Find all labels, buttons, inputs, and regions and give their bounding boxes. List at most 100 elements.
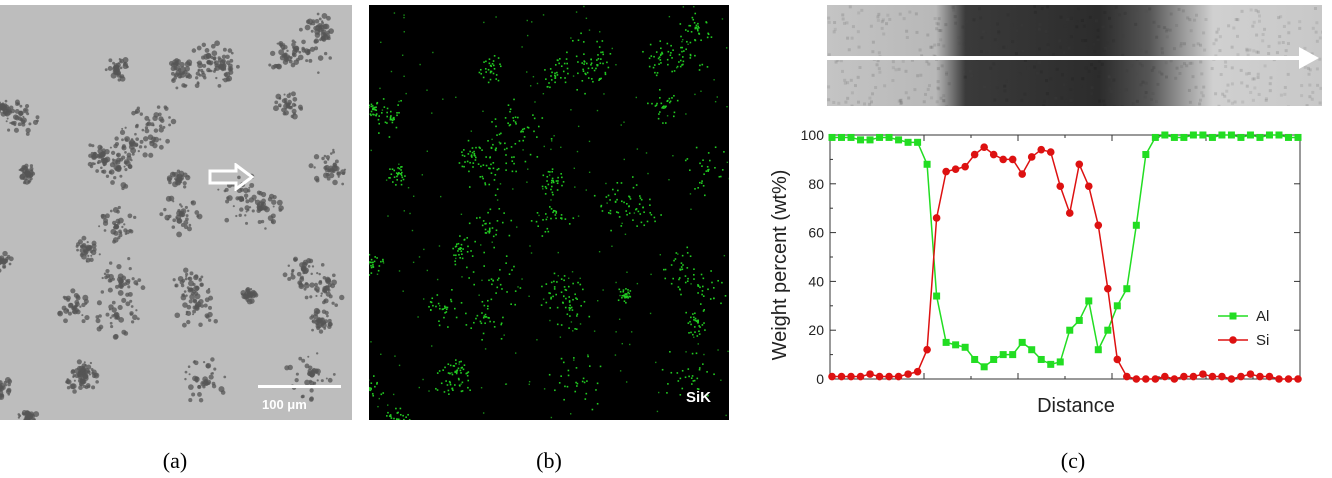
point-al — [923, 160, 931, 168]
point-si — [1075, 160, 1084, 169]
point-al — [1047, 360, 1055, 368]
point-al — [933, 292, 941, 300]
point-al — [1246, 131, 1254, 139]
y-tick-label: 60 — [808, 225, 824, 241]
eds-dots — [369, 5, 729, 420]
point-si — [1056, 182, 1065, 191]
point-al — [1142, 151, 1150, 159]
point-al — [904, 138, 912, 146]
point-al — [999, 351, 1007, 359]
legend-label: Al — [1256, 308, 1269, 325]
series-line-al — [832, 134, 1298, 368]
point-si — [894, 372, 903, 381]
point-si — [904, 370, 912, 378]
point-si — [866, 370, 874, 378]
chart: Weight percent (wt%) Distance 0 20 40 60 80 1… — [760, 120, 1325, 420]
linescan-arrow-icon — [208, 162, 256, 195]
scale-bar-label: 100 μm — [262, 397, 307, 412]
point-al — [866, 136, 874, 144]
point-si — [1275, 375, 1283, 383]
point-si — [1103, 284, 1112, 293]
point-si — [1180, 372, 1188, 381]
point-al — [1170, 133, 1178, 141]
point-al — [1284, 133, 1292, 141]
point-si — [970, 150, 979, 159]
legend-marker — [1229, 336, 1237, 344]
point-al — [1094, 346, 1102, 354]
point-al — [1275, 131, 1283, 139]
weight-percent-chart: Weight percent (wt%) Distance 0 20 40 60 80 1… — [769, 127, 1302, 417]
point-al — [914, 138, 922, 146]
y-tick-label: 0 — [816, 371, 824, 387]
point-si — [1151, 375, 1160, 383]
point-si — [913, 367, 922, 376]
point-al — [1208, 133, 1216, 141]
linescan-strip — [827, 5, 1322, 106]
point-al — [1161, 131, 1169, 139]
point-al — [1028, 346, 1036, 354]
point-al — [1227, 131, 1235, 139]
element-label: SiK — [686, 389, 712, 406]
point-al — [961, 343, 969, 351]
arrow-head-icon — [1299, 47, 1319, 69]
sem-micrograph: 100 μm — [0, 5, 352, 420]
point-si — [1084, 182, 1093, 191]
caption-a: (a) — [162, 448, 188, 473]
point-si — [1170, 375, 1179, 383]
point-al — [980, 363, 988, 371]
point-si — [999, 155, 1007, 164]
sem-texture — [0, 12, 347, 420]
point-si — [1189, 372, 1198, 381]
y-tick-label: 40 — [808, 273, 824, 289]
point-si — [837, 372, 846, 381]
point-al — [971, 355, 979, 363]
particle-clusters — [0, 12, 347, 420]
point-si — [885, 372, 893, 381]
point-al — [942, 338, 950, 346]
point-al — [1018, 338, 1026, 346]
linescan-image — [827, 5, 1322, 106]
caption-c: (c) — [1060, 448, 1086, 473]
si-signal-dots — [369, 5, 729, 420]
legend: Al Si — [1218, 308, 1269, 349]
point-si — [1142, 375, 1150, 383]
point-al — [876, 133, 884, 141]
point-si — [1218, 372, 1226, 381]
point-al — [990, 355, 998, 363]
point-si — [923, 345, 931, 354]
point-si — [1113, 355, 1122, 364]
point-si — [1161, 372, 1169, 381]
point-al — [847, 133, 855, 141]
point-al — [828, 133, 836, 141]
point-si — [1018, 170, 1027, 178]
point-al — [1113, 302, 1121, 310]
point-si — [980, 143, 988, 151]
point-si — [1237, 372, 1245, 381]
point-si — [856, 372, 865, 381]
point-si — [1132, 375, 1141, 383]
point-al — [885, 133, 893, 141]
point-si — [1046, 148, 1055, 156]
point-si — [932, 214, 941, 222]
point-si — [828, 372, 836, 381]
point-al — [895, 136, 903, 144]
point-al — [1075, 316, 1083, 324]
plot-frame — [829, 134, 1301, 380]
point-al — [857, 136, 865, 144]
point-si — [1027, 153, 1036, 161]
point-al — [1132, 221, 1140, 229]
point-si — [1208, 372, 1217, 381]
point-si — [1227, 375, 1236, 383]
x-axis-label: Distance — [1037, 395, 1115, 417]
scale-bar — [258, 385, 341, 388]
point-al — [1265, 131, 1273, 139]
point-al — [1066, 326, 1074, 334]
y-tick-label: 100 — [801, 127, 825, 143]
point-si — [1123, 372, 1131, 381]
point-al — [1199, 131, 1207, 139]
point-si — [1094, 221, 1103, 230]
point-al — [1037, 355, 1045, 363]
point-si — [1284, 375, 1293, 383]
point-si — [1037, 145, 1046, 154]
point-si — [1294, 375, 1302, 383]
